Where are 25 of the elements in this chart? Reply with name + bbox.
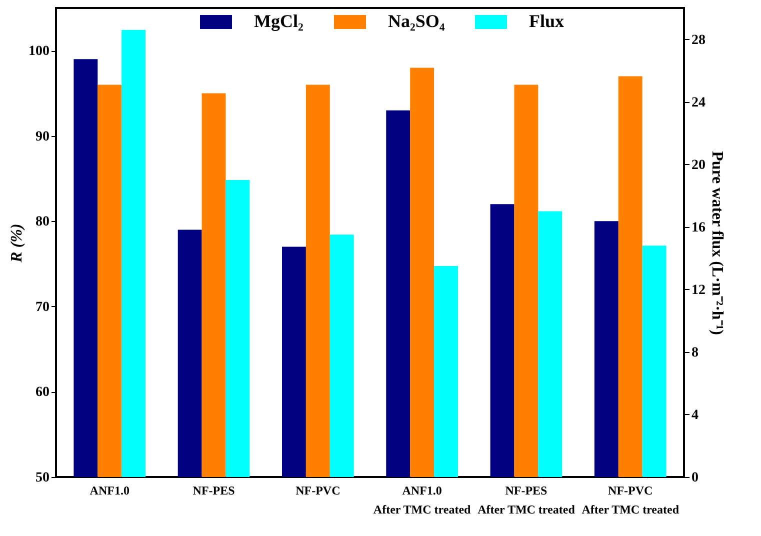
y-tick-label: 90	[36, 129, 50, 144]
y2-tick-label: 16	[692, 220, 706, 236]
y2-tick-label: 20	[692, 158, 706, 173]
x-tick-label: NF-PES After TMC treated	[478, 484, 576, 516]
legend-label: Flux	[529, 11, 564, 31]
y2-tick-label: 8	[692, 345, 698, 360]
x-tick-label: ANF1.0 After TMC treated	[373, 484, 472, 516]
y-tick-label: 60	[36, 385, 50, 400]
y-tick-label: 70	[36, 300, 50, 315]
y2-tick-label: 0	[692, 470, 698, 486]
y2-tick-label: 28	[692, 32, 706, 48]
y2-tick-label: 24	[692, 95, 706, 110]
x-tick-label: ANF1.0	[90, 484, 130, 498]
y-tick-label: 50	[36, 470, 50, 486]
y2-axis-title: Pure water flux (L·m⁻²·h⁻¹)	[708, 151, 726, 335]
y-axis-title: R (%)	[8, 224, 26, 264]
y-tick-label: 100	[28, 44, 50, 60]
x-tick-label: NF-PVC After TMC treated	[582, 484, 680, 516]
y2-tick-label: 12	[692, 282, 706, 298]
y2-tick-label: 4	[692, 408, 698, 423]
legend-label: Na₂SO₄	[388, 11, 446, 31]
x-tick-label: NF-PES	[192, 484, 236, 498]
x-tick-label: NF-PVC	[296, 484, 340, 498]
y-tick-label: 80	[36, 214, 50, 230]
legend-label: MgCl₂	[254, 11, 304, 31]
